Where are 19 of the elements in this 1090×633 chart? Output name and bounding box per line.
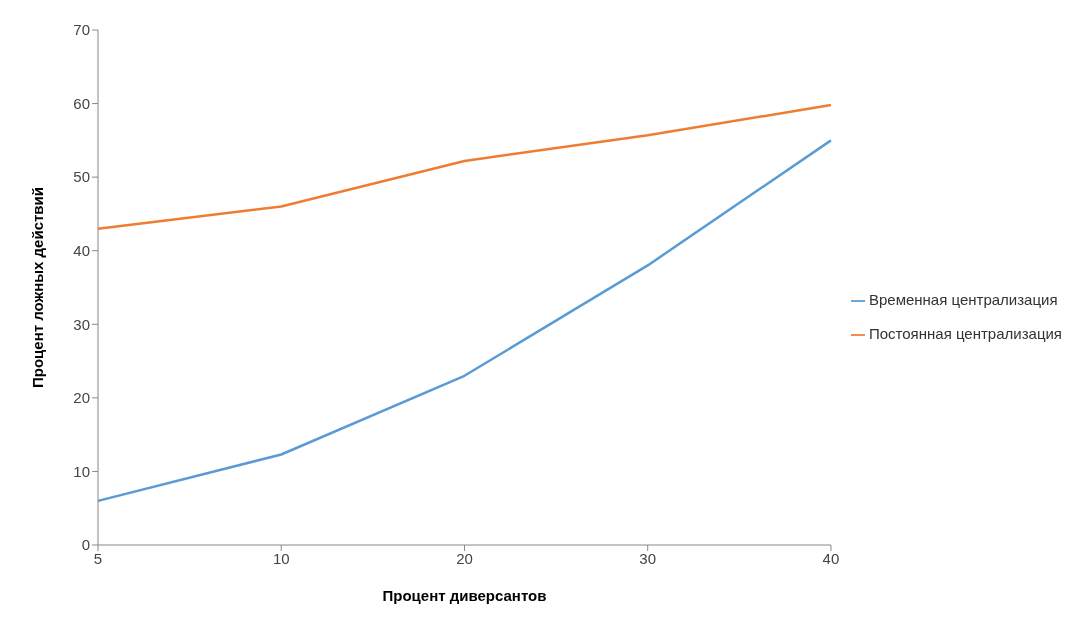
y-tick-label: 10	[73, 462, 90, 480]
y-tick-label: 60	[73, 94, 90, 112]
y-tick-label: 70	[73, 21, 90, 39]
x-tick-label: 10	[272, 549, 290, 567]
line-series	[96, 103, 833, 230]
y-tick-label: 20	[73, 389, 90, 407]
y-tick-label: 50	[73, 168, 90, 186]
x-axis-title: Процент диверсантов	[382, 587, 547, 604]
x-tick-label: 20	[456, 549, 473, 567]
line-series	[96, 139, 833, 503]
x-tick-label: 40	[822, 549, 840, 567]
legend-label: Постоянная централизация	[868, 324, 1062, 342]
y-tick-label: 40	[73, 242, 90, 260]
x-tick-label: 5	[93, 549, 103, 567]
legend-label: Временная централизация	[868, 290, 1058, 308]
x-tick-label: 30	[639, 549, 657, 567]
y-tick-label: 30	[73, 315, 90, 333]
y-tick-label: 0	[81, 536, 90, 554]
y-axis-title: Процент ложных действий	[29, 187, 47, 388]
